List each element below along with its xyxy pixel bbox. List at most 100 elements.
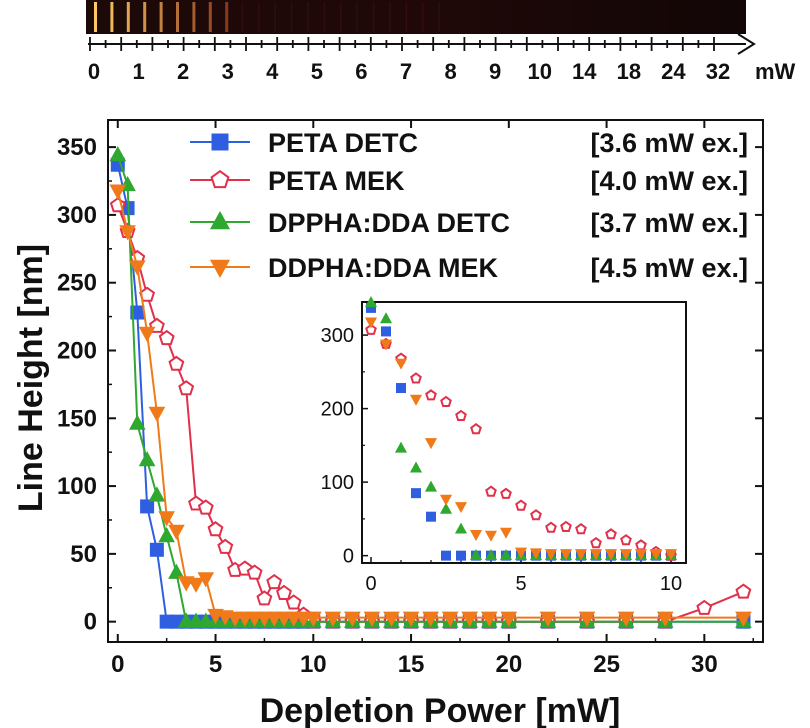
data-point	[500, 611, 518, 627]
data-point	[138, 326, 156, 343]
legend: PETA DETC [3.6 mW ex.] PETA MEK [4.0 mW ex.…	[190, 128, 748, 283]
scale-label: 24	[661, 59, 686, 84]
legend-marker	[209, 259, 231, 279]
data-point	[363, 611, 381, 627]
scale-ticks	[89, 37, 715, 51]
data-point	[109, 184, 127, 200]
inset-data-point	[411, 488, 421, 499]
data-point	[324, 611, 342, 627]
scale-label: 18	[617, 59, 641, 84]
inset-data-point	[574, 549, 588, 561]
strip-line	[159, 2, 163, 32]
inset-x-tick-label: 5	[515, 573, 526, 595]
line-strip-image	[86, 0, 746, 34]
strip-line	[274, 2, 276, 32]
inset-data-point	[425, 389, 437, 401]
inset-data-point	[530, 509, 542, 521]
inset-data-point	[439, 494, 453, 506]
strip-line	[422, 2, 424, 32]
inset-data-point	[499, 548, 513, 560]
inset-data-point	[426, 511, 436, 522]
strip-line	[372, 2, 375, 32]
inset-data-point	[484, 548, 498, 560]
inset-data-point	[664, 549, 678, 561]
data-point	[735, 611, 752, 627]
data-point	[217, 538, 234, 554]
scale-arrow-icon	[737, 33, 756, 55]
strip-line	[192, 2, 196, 32]
inset-data-point	[364, 317, 378, 329]
inset-data-point	[619, 549, 633, 561]
inset-y-tick-label: 0	[343, 546, 354, 568]
legend-label: DDPHA:DDA MEK	[268, 253, 498, 283]
data-point	[168, 563, 185, 579]
data-point	[178, 380, 195, 396]
inset-data-point	[635, 539, 647, 551]
data-point	[158, 527, 175, 543]
inset-data-point	[456, 550, 466, 561]
scale-label: 2	[177, 59, 189, 84]
inset-x-tick-label: 0	[365, 573, 376, 595]
legend-label: PETA MEK	[268, 166, 405, 196]
y-tick-label: 350	[57, 134, 97, 161]
inset-data-point	[589, 549, 603, 561]
inset-data-point	[440, 395, 452, 407]
inset-frame	[361, 301, 687, 564]
x-tick-label: 10	[300, 651, 327, 678]
y-tick-label: 50	[70, 541, 97, 568]
data-point	[158, 511, 175, 527]
data-point	[148, 406, 166, 423]
strip-line	[126, 2, 130, 32]
inset-x-tick-label: 10	[660, 573, 682, 595]
scale-label: 10	[527, 59, 551, 84]
inset-data-point	[424, 480, 438, 492]
inset-series	[364, 296, 678, 561]
inset-data-point	[455, 409, 467, 421]
data-point	[656, 611, 674, 627]
y-tick-label: 150	[57, 405, 97, 432]
inset-data-point	[365, 323, 377, 335]
inset-data-point	[545, 521, 557, 533]
data-point	[578, 611, 596, 627]
legend-note: [4.0 mW ex.]	[590, 166, 748, 196]
inset-data-point	[484, 530, 498, 542]
data-point	[197, 499, 214, 515]
inset-data-point	[500, 487, 512, 499]
data-point	[129, 414, 146, 430]
data-point	[129, 260, 146, 276]
data-point	[696, 599, 713, 615]
data-point	[539, 611, 557, 627]
strip-line	[405, 2, 408, 32]
data-point	[422, 611, 439, 627]
inset-data-point	[649, 549, 663, 561]
strip-line	[307, 2, 309, 32]
inset-data-point	[424, 438, 438, 450]
data-point	[256, 590, 273, 606]
strip-line	[110, 2, 114, 32]
legend-label: PETA DETC	[268, 128, 418, 158]
inset-data-point	[469, 548, 483, 560]
data-point	[207, 521, 224, 537]
data-point	[119, 225, 136, 241]
strip-line	[389, 2, 391, 32]
data-point	[158, 329, 175, 346]
data-point	[246, 564, 263, 580]
inset-data-point	[560, 520, 572, 532]
strip-line	[438, 2, 440, 32]
scale-label: 1	[132, 59, 144, 84]
data-point	[344, 611, 361, 627]
data-point	[266, 573, 283, 590]
inset-series-ddpha-dda-mek	[364, 317, 678, 561]
inset-data-point	[454, 502, 468, 514]
inset-data-point	[379, 312, 393, 324]
inset-data-point	[605, 528, 617, 540]
series-ddpha-dda-mek	[109, 184, 752, 627]
data-point	[441, 611, 459, 627]
scale-label: 32	[706, 59, 730, 84]
inset-data-point	[409, 461, 423, 473]
main-series	[109, 146, 752, 629]
inset-data-point	[575, 522, 587, 535]
inset-y-tick-label: 300	[321, 325, 354, 347]
